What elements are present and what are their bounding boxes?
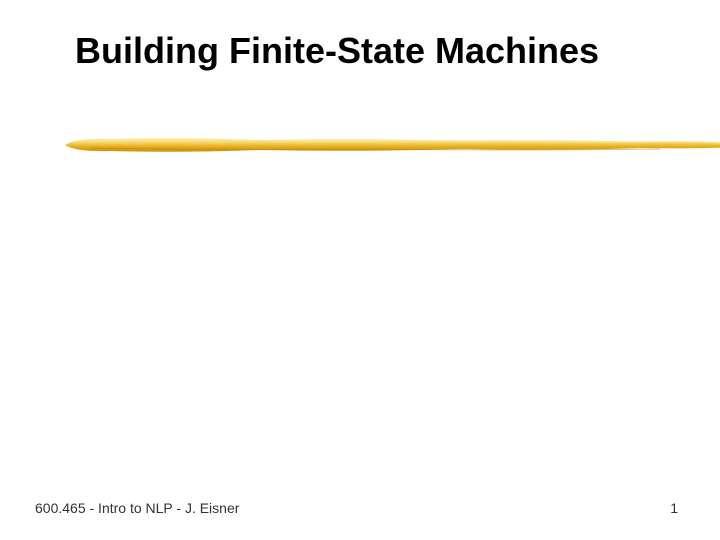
slide-title: Building Finite-State Machines — [75, 30, 599, 71]
slide-container: Building Finite-State Machines 600.465 -… — [0, 0, 720, 540]
footer-course-info: 600.465 - Intro to NLP - J. Eisner — [35, 500, 239, 516]
decorative-brush-stroke — [60, 135, 720, 155]
footer-page-number: 1 — [670, 500, 678, 516]
